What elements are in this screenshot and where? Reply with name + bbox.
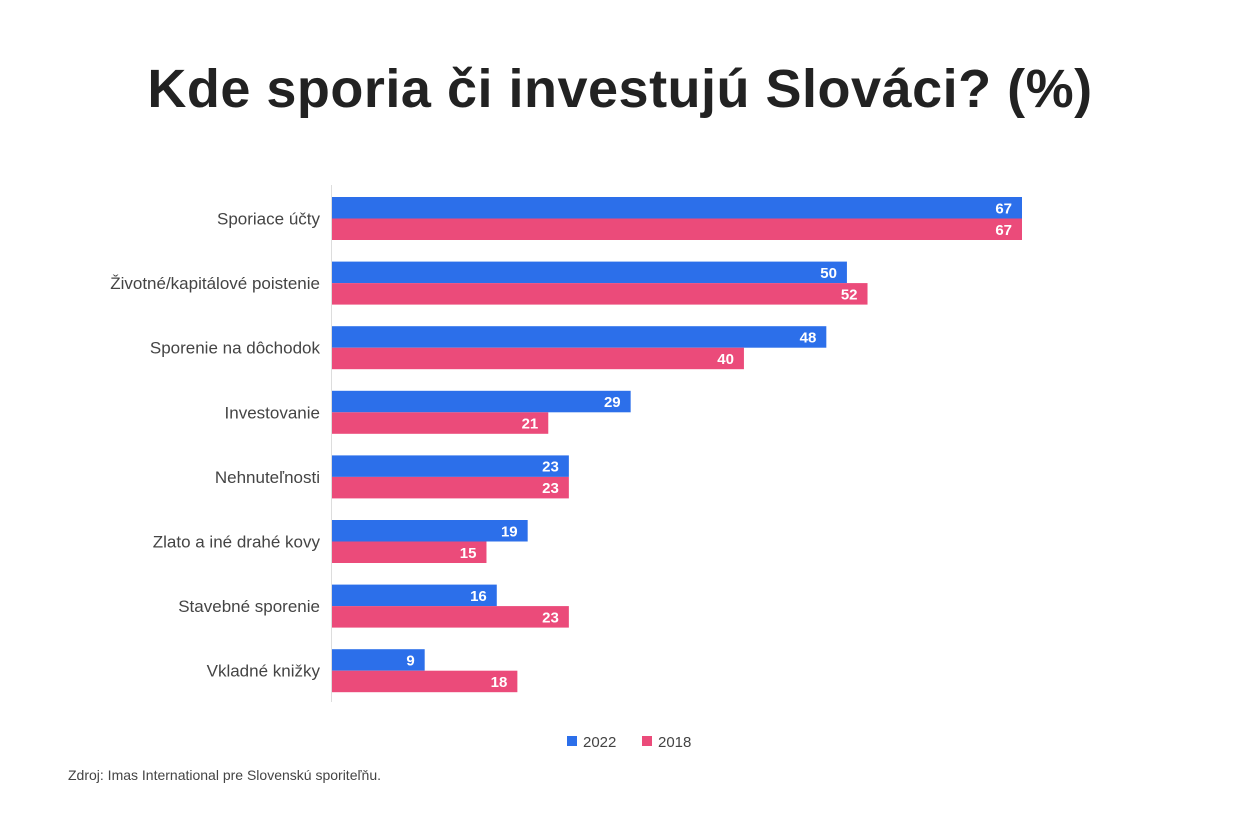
bar-2018 (332, 283, 868, 305)
bar-2018 (332, 606, 569, 628)
bar-2022 (332, 326, 827, 348)
data-label: 19 (501, 523, 518, 540)
bar-2022 (332, 584, 497, 607)
data-label: 16 (470, 588, 487, 605)
data-label: 9 (406, 652, 414, 669)
bar-2022 (332, 197, 1022, 219)
data-label: 52 (841, 286, 858, 303)
bar-2022 (332, 649, 425, 671)
category-label: Sporiace účty (217, 210, 320, 229)
category-label: Zlato a iné drahé kovy (153, 533, 321, 552)
legend-swatch-2018 (642, 736, 652, 746)
data-label: 18 (491, 674, 508, 691)
bar-2018 (332, 218, 1022, 240)
data-label: 40 (717, 351, 734, 368)
data-label: 29 (604, 394, 621, 411)
data-label: 23 (542, 459, 559, 476)
data-label: 67 (995, 222, 1012, 239)
category-label: Životné/kapitálové poistenie (110, 274, 320, 293)
legend-label: 2022 (583, 734, 616, 751)
category-label: Vkladné knižky (207, 662, 321, 681)
bar-2018 (332, 412, 549, 434)
category-label: Sporenie na dôchodok (150, 339, 321, 358)
category-label: Investovanie (225, 403, 320, 422)
data-label: 48 (800, 329, 817, 346)
bar-2018 (332, 347, 744, 370)
source-note: Zdroj: Imas International pre Slovenskú … (68, 767, 382, 783)
data-label: 23 (542, 480, 559, 497)
bar-2022 (332, 455, 569, 477)
bar-2022 (332, 390, 631, 413)
legend-label: 2018 (658, 734, 691, 751)
bar-2018 (332, 670, 518, 693)
bar-2018 (332, 541, 487, 563)
bar-2022 (332, 261, 847, 284)
data-label: 23 (542, 609, 559, 626)
data-label: 15 (460, 545, 477, 562)
data-label: 21 (522, 416, 539, 433)
category-label: Nehnuteľnosti (215, 468, 320, 487)
legend-swatch-2022 (567, 736, 577, 746)
category-label: Stavebné sporenie (178, 597, 320, 616)
chart-title: Kde sporia či investujú Slováci? (%) (147, 59, 1093, 119)
bar-2018 (332, 476, 569, 499)
bar-2022 (332, 520, 528, 542)
data-label: 50 (820, 265, 837, 282)
data-label: 67 (995, 200, 1012, 217)
